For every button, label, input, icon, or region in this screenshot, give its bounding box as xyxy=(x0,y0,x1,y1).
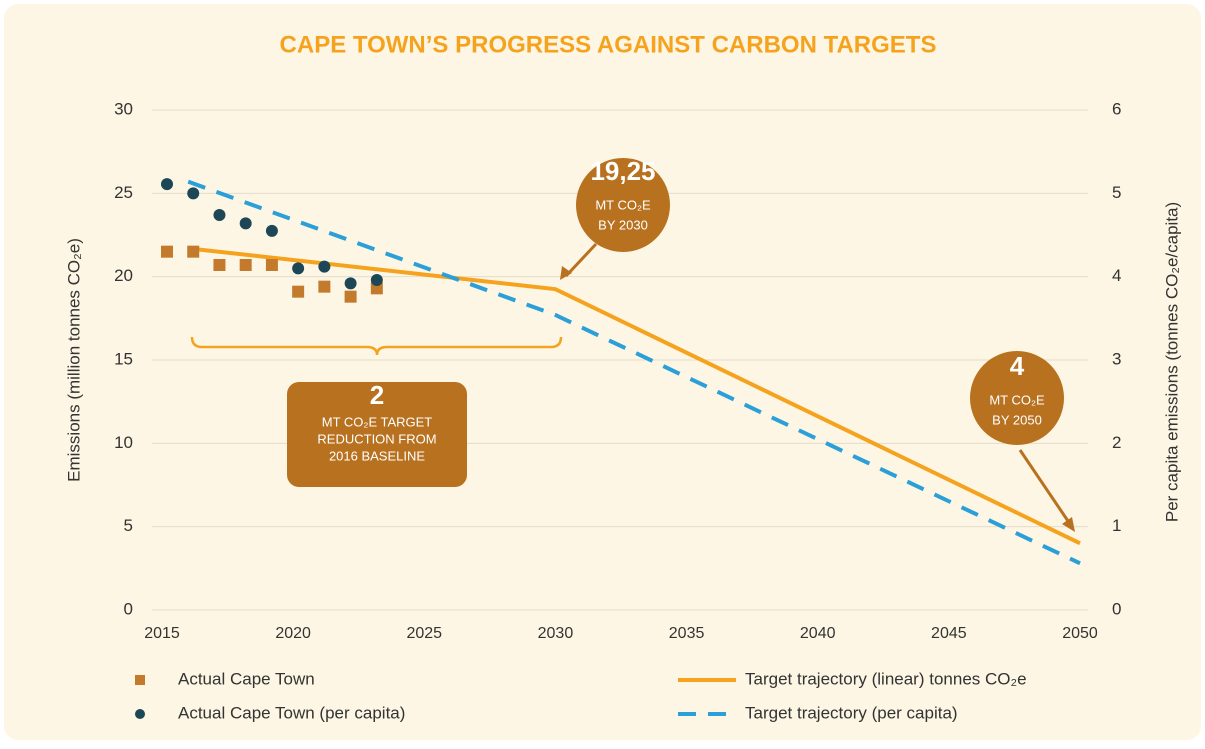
x-tick-label: 2035 xyxy=(669,625,705,642)
data-point xyxy=(292,262,305,275)
data-point xyxy=(344,277,357,290)
brace xyxy=(190,336,563,356)
annotation-text: MT CO₂E TARGET xyxy=(322,414,433,429)
data-point xyxy=(187,187,200,200)
data-point xyxy=(292,285,305,298)
y2-tick-label: 4 xyxy=(1112,266,1121,285)
data-point xyxy=(239,259,252,271)
arrow-head xyxy=(1062,517,1075,532)
y-tick-label: 15 xyxy=(114,349,133,368)
legend-label: Target trajectory (per capita) xyxy=(745,703,958,722)
annotation-text: MT CO₂E xyxy=(595,197,651,212)
data-point xyxy=(370,282,383,295)
x-tick-label: 2030 xyxy=(538,625,574,642)
data-point xyxy=(213,209,226,221)
background xyxy=(4,4,1201,740)
data-point xyxy=(265,259,278,271)
y2-tick-label: 2 xyxy=(1112,433,1121,452)
data-point xyxy=(187,245,200,258)
data-point xyxy=(213,259,226,271)
data-point xyxy=(161,245,173,258)
arrow xyxy=(564,242,598,278)
arrow xyxy=(1018,449,1072,525)
annotation-box xyxy=(287,382,467,487)
annotation-text: 2 xyxy=(370,380,384,410)
legend-swatch xyxy=(135,675,145,685)
y2-axis-label: Per capita emissions (tonnes CO₂e/capita… xyxy=(1162,202,1181,522)
x-tick-label: 2020 xyxy=(275,625,311,642)
x-tick-label: 2045 xyxy=(931,625,967,642)
y-tick-label: 0 xyxy=(124,599,133,618)
legend-label: Target trajectory (linear) tonnes CO₂e xyxy=(745,669,1027,688)
annotation-text: 19,25 xyxy=(590,156,655,186)
data-point xyxy=(370,274,383,286)
y2-tick-label: 1 xyxy=(1112,516,1121,535)
y-tick-label: 10 xyxy=(114,433,133,452)
data-point xyxy=(239,217,252,230)
x-tick-label: 2050 xyxy=(1062,625,1098,642)
y2-tick-label: 3 xyxy=(1112,349,1121,368)
data-point xyxy=(265,224,278,237)
data-point xyxy=(318,280,331,293)
y-tick-label: 30 xyxy=(114,99,133,118)
x-tick-label: 2025 xyxy=(406,625,442,642)
annotation-text: BY 2030 xyxy=(598,217,648,232)
y2-tick-label: 0 xyxy=(1112,599,1121,618)
annotation-text: 4 xyxy=(1010,351,1025,381)
annotation-text: 2016 BASELINE xyxy=(329,448,425,463)
y2-tick-label: 6 xyxy=(1112,99,1121,118)
data-point xyxy=(318,260,331,273)
annotation-text: MT CO₂E xyxy=(989,392,1045,407)
annotation-bubble xyxy=(970,351,1064,445)
arrow-head xyxy=(560,266,572,280)
trajectory-line xyxy=(188,246,1081,546)
annotation-text: REDUCTION FROM xyxy=(317,431,436,446)
x-tick-label: 2040 xyxy=(800,625,836,642)
annotation-text: BY 2050 xyxy=(992,412,1042,427)
data-point xyxy=(161,178,173,191)
y-tick-label: 5 xyxy=(124,516,133,535)
legend-label: Actual Cape Town (per capita) xyxy=(178,703,405,722)
x-tick-label: 2015 xyxy=(144,625,180,642)
y-tick-label: 20 xyxy=(114,266,133,285)
annotation-bubble xyxy=(576,158,670,252)
data-point xyxy=(344,290,357,303)
legend-label: Actual Cape Town xyxy=(178,669,315,688)
y-tick-label: 25 xyxy=(114,183,133,202)
y2-tick-label: 5 xyxy=(1112,183,1121,202)
chart-title: CAPE TOWN’S PROGRESS AGAINST CARBON TARG… xyxy=(280,31,937,58)
y-axis-label: Emissions (million tonnes CO₂e) xyxy=(64,238,83,482)
trajectory-line xyxy=(187,179,1081,566)
plot xyxy=(152,109,1088,611)
legend-swatch xyxy=(135,709,145,719)
